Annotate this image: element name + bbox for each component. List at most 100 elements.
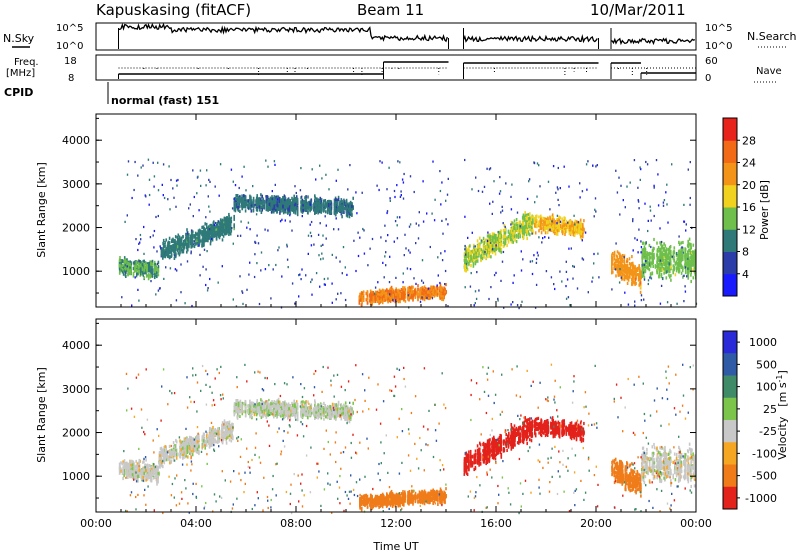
range-cell (196, 238, 198, 242)
range-cell (165, 238, 167, 242)
range-cell (229, 225, 231, 229)
range-cell (173, 239, 175, 243)
range-cell (464, 251, 466, 255)
range-cell (480, 248, 483, 252)
range-cell (414, 295, 417, 299)
range-cell (526, 221, 528, 226)
range-cell (381, 301, 384, 305)
range-cell (507, 229, 510, 233)
range-cell (139, 260, 142, 265)
range-cell (574, 231, 577, 235)
range-cell (261, 207, 263, 211)
range-cell (374, 290, 377, 294)
range-cell (136, 272, 138, 276)
range-cell (230, 220, 233, 224)
range-cell (294, 205, 297, 209)
range-cell (250, 200, 252, 204)
range-cell (435, 289, 438, 293)
range-cell (287, 200, 289, 204)
range-cell (346, 211, 349, 215)
range-cell (263, 203, 266, 207)
range-cell (464, 266, 466, 270)
range-cell (154, 273, 156, 277)
range-cell (507, 235, 510, 239)
range-cell (569, 231, 571, 235)
range-cell (309, 205, 311, 209)
range-cell (288, 204, 290, 208)
range-cell (412, 298, 414, 302)
range-cell (294, 208, 297, 213)
range-cell (300, 207, 303, 211)
range-cell (250, 209, 253, 213)
range-cell (504, 234, 506, 238)
range-cell (523, 229, 526, 233)
range-cell (229, 218, 231, 222)
range-cell (519, 231, 522, 235)
range-cell (510, 228, 513, 232)
range-cell (234, 207, 237, 211)
range-cell (289, 201, 292, 205)
range-cell (123, 269, 126, 273)
range-cell (344, 204, 347, 208)
range-cell (400, 291, 403, 295)
range-cell (214, 232, 216, 237)
nsky-left-tick-high: 10^5 (56, 23, 83, 34)
range-cell (577, 229, 580, 233)
range-cell (285, 206, 288, 210)
range-cell (138, 261, 140, 265)
range-cell (151, 259, 154, 263)
range-cell (524, 214, 526, 218)
range-cell (442, 293, 445, 297)
range-cell (502, 244, 505, 248)
range-cell (172, 244, 174, 248)
range-cell (345, 198, 348, 202)
range-cell (280, 204, 282, 208)
range-cell (479, 242, 481, 246)
range-cell (554, 226, 557, 231)
range-cell (271, 195, 273, 199)
range-cell (436, 292, 439, 296)
range-cell (556, 230, 558, 235)
range-cell (391, 288, 394, 292)
range-cell (305, 199, 307, 203)
range-cell (147, 262, 149, 266)
range-cell (389, 299, 392, 303)
range-cell (504, 228, 506, 232)
range-cell (470, 259, 472, 263)
range-cell (124, 266, 127, 270)
range-cell (570, 224, 573, 228)
range-cell (329, 208, 331, 212)
range-cell (324, 199, 327, 203)
range-cell (429, 295, 431, 299)
range-cell (228, 215, 230, 219)
range-cell (337, 195, 340, 199)
range-cell (531, 218, 533, 222)
range-cell (283, 204, 286, 208)
range-cell (284, 196, 287, 201)
range-cell (569, 229, 571, 233)
range-cell (341, 215, 343, 219)
range-cell (282, 196, 284, 200)
range-cell (142, 262, 145, 266)
range-cell (387, 294, 389, 298)
range-cell (491, 250, 494, 255)
range-cell (168, 236, 171, 240)
range-cell (490, 255, 492, 259)
range-cell (314, 206, 316, 210)
range-cell (197, 240, 200, 244)
range-cell (289, 211, 292, 215)
range-cell (483, 247, 485, 251)
range-cell (271, 202, 273, 206)
range-cell (277, 199, 280, 203)
range-cell (419, 295, 422, 299)
range-cell (470, 251, 472, 255)
range-cell (277, 195, 280, 199)
range-cell (154, 266, 156, 270)
range-cell (576, 223, 578, 227)
range-cell (580, 233, 583, 238)
range-cell (275, 195, 277, 199)
range-cell (366, 291, 369, 295)
range-cell (516, 228, 519, 233)
range-cell (514, 238, 516, 242)
range-cell (273, 195, 276, 199)
